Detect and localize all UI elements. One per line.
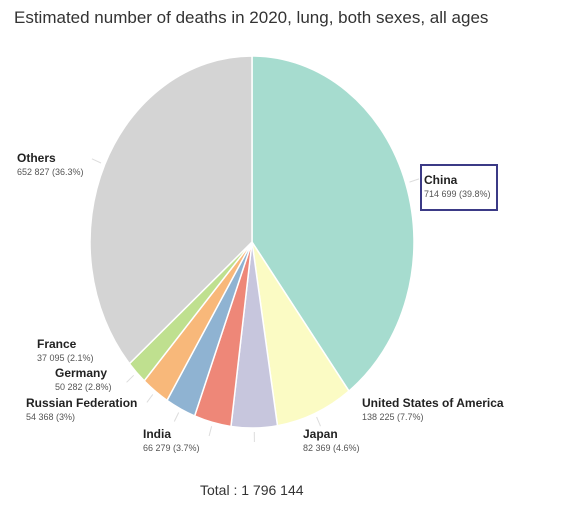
slice-label-value: 714 699 (39.8%) bbox=[424, 189, 491, 199]
leader-line bbox=[146, 394, 154, 403]
leader-line bbox=[91, 158, 102, 164]
slice-label-value: 138 225 (7.7%) bbox=[362, 412, 424, 422]
slice-label-value: 652 827 (36.3%) bbox=[17, 167, 84, 177]
slice-label-name: China bbox=[424, 173, 458, 187]
leader-line bbox=[316, 416, 321, 427]
slice-label-value: 66 279 (3.7%) bbox=[143, 443, 200, 453]
slice-label-name: France bbox=[37, 337, 77, 351]
slice-label-name: Russian Federation bbox=[26, 396, 137, 410]
slice-labels: China 714 699 (39.8%) United States of Ame… bbox=[17, 151, 504, 453]
leader-line bbox=[173, 412, 180, 422]
slice-label-name: Others bbox=[17, 151, 56, 165]
slice-label-name: India bbox=[143, 427, 171, 441]
leader-line bbox=[208, 426, 213, 437]
chart-title: Estimated number of deaths in 2020, lung… bbox=[14, 8, 489, 27]
slice-label-name: Germany bbox=[55, 366, 107, 380]
leader-line bbox=[409, 178, 420, 183]
slice-label-name: Japan bbox=[303, 427, 338, 441]
slice-label-value: 37 095 (2.1%) bbox=[37, 353, 94, 363]
pie-slice-china bbox=[251, 55, 415, 393]
leader-lines bbox=[91, 158, 420, 443]
total-label: Total : 1 796 144 bbox=[200, 482, 304, 498]
leader-line bbox=[126, 374, 135, 383]
slice-label-value: 50 282 (2.8%) bbox=[55, 382, 112, 392]
china-highlight-box bbox=[420, 164, 498, 211]
pie-slice-others bbox=[89, 55, 253, 365]
slice-label-name: United States of America bbox=[362, 396, 504, 410]
slice-label-value: 54 368 (3%) bbox=[26, 412, 75, 422]
pie-slices bbox=[89, 55, 415, 429]
slice-label-value: 82 369 (4.6%) bbox=[303, 443, 360, 453]
